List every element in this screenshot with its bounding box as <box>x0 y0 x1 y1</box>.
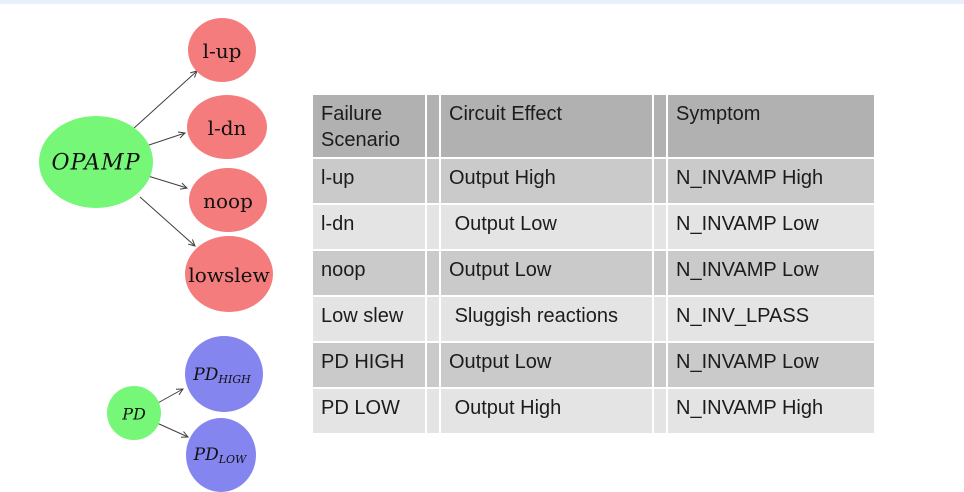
cell-circuit-effect: Output High <box>441 159 652 203</box>
pd-low-main: PD <box>193 445 219 465</box>
pd-high-label: PDHIGH <box>192 365 251 386</box>
l-up-ellipse <box>188 18 256 82</box>
table-row: PD HIGH Output Low N_INVAMP Low <box>313 343 874 387</box>
edge-opamp-l-dn <box>145 131 187 147</box>
cell-circuit-effect: Output Low <box>441 251 652 295</box>
cell-spacer <box>427 159 439 203</box>
cell-symptom: N_INVAMP Low <box>668 205 874 249</box>
cell-spacer <box>654 159 666 203</box>
cell-spacer <box>427 205 439 249</box>
pd-label: PD <box>121 405 146 424</box>
node-l-dn: l-dn <box>187 95 267 159</box>
pd-high-ellipse <box>185 336 263 412</box>
node-pd-high: PDHIGH <box>185 336 263 412</box>
cell-failure-scenario: l-up <box>313 159 425 203</box>
top-strip <box>0 0 964 4</box>
fault-tree-diagram: OPAMP l-up l-dn noop lowslew PD <box>39 18 273 492</box>
cell-spacer <box>427 389 439 433</box>
node-noop: noop <box>189 168 267 232</box>
table-row: l-dn Output Low N_INVAMP Low <box>313 205 874 249</box>
node-opamp: OPAMP <box>39 116 153 208</box>
l-dn-label: l-dn <box>208 116 247 140</box>
lowslew-ellipse <box>185 236 273 312</box>
cell-symptom: N_INVAMP Low <box>668 251 874 295</box>
header-symptom: Symptom <box>668 95 874 157</box>
cell-spacer <box>654 297 666 341</box>
node-l-up: l-up <box>188 18 256 82</box>
l-up-label: l-up <box>203 39 242 63</box>
cell-circuit-effect: Output Low <box>441 343 652 387</box>
noop-label: noop <box>203 189 253 213</box>
cell-failure-scenario: PD LOW <box>313 389 425 433</box>
cell-spacer <box>427 297 439 341</box>
header-spacer-2 <box>654 95 666 157</box>
edge-pd-pd-low <box>156 422 190 438</box>
table-row: Low slew Sluggish reactions N_INV_LPASS <box>313 297 874 341</box>
lowslew-label: lowslew <box>188 263 269 287</box>
edge-pd-pd-high <box>155 388 184 405</box>
failure-scenario-table: Failure Scenario Circuit Effect Symptom … <box>311 93 876 435</box>
header-spacer-1 <box>427 95 439 157</box>
table-row: PD LOW Output High N_INVAMP High <box>313 389 874 433</box>
opamp-ellipse <box>39 116 153 208</box>
cell-failure-scenario: Low slew <box>313 297 425 341</box>
cell-spacer <box>654 251 666 295</box>
edge-opamp-l-up <box>132 70 198 130</box>
table-row: noop Output Low N_INVAMP Low <box>313 251 874 295</box>
cell-circuit-effect: Output Low <box>441 205 652 249</box>
cell-symptom: N_INVAMP High <box>668 389 874 433</box>
pd-high-subscript: HIGH <box>217 373 251 386</box>
cell-failure-scenario: l-dn <box>313 205 425 249</box>
cell-symptom: N_INV_LPASS <box>668 297 874 341</box>
cell-symptom: N_INVAMP Low <box>668 343 874 387</box>
edge-opamp-noop <box>147 175 189 190</box>
cell-spacer <box>654 343 666 387</box>
cell-spacer <box>427 343 439 387</box>
pd-circle <box>107 386 161 440</box>
cell-circuit-effect: Output High <box>441 389 652 433</box>
cell-circuit-effect: Sluggish reactions <box>441 297 652 341</box>
header-circuit-effect: Circuit Effect <box>441 95 652 157</box>
cell-spacer <box>427 251 439 295</box>
opamp-label: OPAMP <box>51 151 140 176</box>
table-row: l-up Output High N_INVAMP High <box>313 159 874 203</box>
header-failure-scenario: Failure Scenario <box>313 95 425 157</box>
node-pd: PD <box>107 386 161 440</box>
table-header-row: Failure Scenario Circuit Effect Symptom <box>313 95 874 157</box>
cell-failure-scenario: PD HIGH <box>313 343 425 387</box>
noop-ellipse <box>189 168 267 232</box>
cell-spacer <box>654 389 666 433</box>
pd-low-label: PDLOW <box>193 445 248 466</box>
pd-low-ellipse <box>186 418 256 492</box>
pd-high-main: PD <box>192 365 218 385</box>
node-lowslew: lowslew <box>185 236 273 312</box>
node-pd-low: PDLOW <box>186 418 256 492</box>
l-dn-ellipse <box>187 95 267 159</box>
cell-failure-scenario: noop <box>313 251 425 295</box>
pd-low-subscript: LOW <box>218 453 248 466</box>
cell-symptom: N_INVAMP High <box>668 159 874 203</box>
cell-spacer <box>654 205 666 249</box>
edge-opamp-lowslew <box>139 196 196 247</box>
